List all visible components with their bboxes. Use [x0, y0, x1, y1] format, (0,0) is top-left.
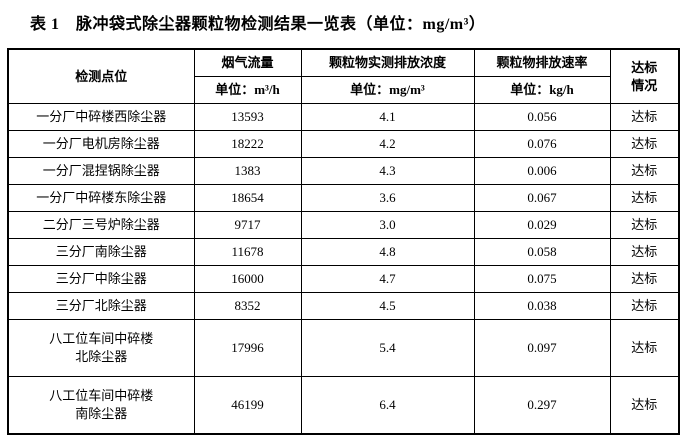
cell-status: 达标: [609, 319, 680, 377]
table-row: 一分厂中碎楼西除尘器 13593 4.1 0.056 达标: [7, 103, 680, 131]
cell-status: 达标: [609, 292, 680, 320]
cell-flow: 17996: [193, 319, 302, 377]
cell-flow: 16000: [193, 265, 302, 293]
cell-rate: 0.006: [473, 157, 611, 185]
cell-point: 三分厂中除尘器: [7, 265, 195, 293]
cell-concentration: 5.4: [300, 319, 475, 377]
cell-status: 达标: [609, 130, 680, 158]
cell-rate: 0.097: [473, 319, 611, 377]
cell-point: 一分厂中碎楼西除尘器: [7, 103, 195, 131]
cell-point: 一分厂混捏锅除尘器: [7, 157, 195, 185]
header-status: 达标 情况: [609, 48, 680, 104]
cell-flow: 18222: [193, 130, 302, 158]
cell-status: 达标: [609, 265, 680, 293]
table-row: 八工位车间中碎楼 南除尘器 46199 6.4 0.297 达标: [7, 376, 680, 435]
table-row: 一分厂电机房除尘器 18222 4.2 0.076 达标: [7, 130, 680, 158]
cell-concentration: 4.1: [300, 103, 475, 131]
cell-rate: 0.038: [473, 292, 611, 320]
header-flow-unit: 单位：m³/h: [193, 76, 302, 104]
cell-point: 一分厂中碎楼东除尘器: [7, 184, 195, 212]
cell-concentration: 4.3: [300, 157, 475, 185]
table-row: 三分厂南除尘器 11678 4.8 0.058 达标: [7, 238, 680, 266]
table-row: 八工位车间中碎楼 北除尘器 17996 5.4 0.097 达标: [7, 319, 680, 377]
cell-concentration: 6.4: [300, 376, 475, 435]
cell-status: 达标: [609, 211, 680, 239]
cell-rate: 0.058: [473, 238, 611, 266]
cell-flow: 9717: [193, 211, 302, 239]
cell-rate: 0.075: [473, 265, 611, 293]
cell-flow: 46199: [193, 376, 302, 435]
cell-status: 达标: [609, 238, 680, 266]
cell-status: 达标: [609, 376, 680, 435]
cell-flow: 8352: [193, 292, 302, 320]
cell-concentration: 3.6: [300, 184, 475, 212]
detection-results-table: 检测点位 烟气流量 颗粒物实测排放浓度 颗粒物排放速率 达标 情况 单位：m³/…: [7, 48, 680, 435]
cell-rate: 0.076: [473, 130, 611, 158]
header-rate: 颗粒物排放速率: [473, 48, 611, 77]
cell-concentration: 4.8: [300, 238, 475, 266]
cell-point: 三分厂北除尘器: [7, 292, 195, 320]
table-row: 一分厂中碎楼东除尘器 18654 3.6 0.067 达标: [7, 184, 680, 212]
cell-concentration: 4.2: [300, 130, 475, 158]
header-row-1: 检测点位 烟气流量 颗粒物实测排放浓度 颗粒物排放速率 达标 情况: [7, 48, 680, 104]
cell-point: 二分厂三号炉除尘器: [7, 211, 195, 239]
cell-rate: 0.297: [473, 376, 611, 435]
cell-point: 一分厂电机房除尘器: [7, 130, 195, 158]
cell-point: 八工位车间中碎楼 南除尘器: [7, 376, 195, 435]
header-flow: 烟气流量: [193, 48, 302, 77]
cell-concentration: 3.0: [300, 211, 475, 239]
cell-flow: 11678: [193, 238, 302, 266]
header-rate-unit: 单位：kg/h: [473, 76, 611, 104]
cell-status: 达标: [609, 184, 680, 212]
cell-flow: 18654: [193, 184, 302, 212]
header-point: 检测点位: [7, 48, 195, 104]
cell-concentration: 4.7: [300, 265, 475, 293]
cell-status: 达标: [609, 157, 680, 185]
cell-rate: 0.056: [473, 103, 611, 131]
cell-rate: 0.029: [473, 211, 611, 239]
table-row: 三分厂中除尘器 16000 4.7 0.075 达标: [7, 265, 680, 293]
header-concentration: 颗粒物实测排放浓度: [300, 48, 475, 77]
cell-concentration: 4.5: [300, 292, 475, 320]
table-title: 表 1 脉冲袋式除尘器颗粒物检测结果一览表（单位：mg/m³）: [30, 16, 486, 33]
cell-status: 达标: [609, 103, 680, 131]
cell-flow: 13593: [193, 103, 302, 131]
cell-flow: 1383: [193, 157, 302, 185]
table-row: 一分厂混捏锅除尘器 1383 4.3 0.006 达标: [7, 157, 680, 185]
header-concentration-unit: 单位：mg/m³: [300, 76, 475, 104]
cell-point: 三分厂南除尘器: [7, 238, 195, 266]
table-row: 三分厂北除尘器 8352 4.5 0.038 达标: [7, 292, 680, 320]
table-row: 二分厂三号炉除尘器 9717 3.0 0.029 达标: [7, 211, 680, 239]
cell-point: 八工位车间中碎楼 北除尘器: [7, 319, 195, 377]
cell-rate: 0.067: [473, 184, 611, 212]
header-row-2: 单位：m³/h 单位：mg/m³ 单位：kg/h: [8, 76, 679, 104]
